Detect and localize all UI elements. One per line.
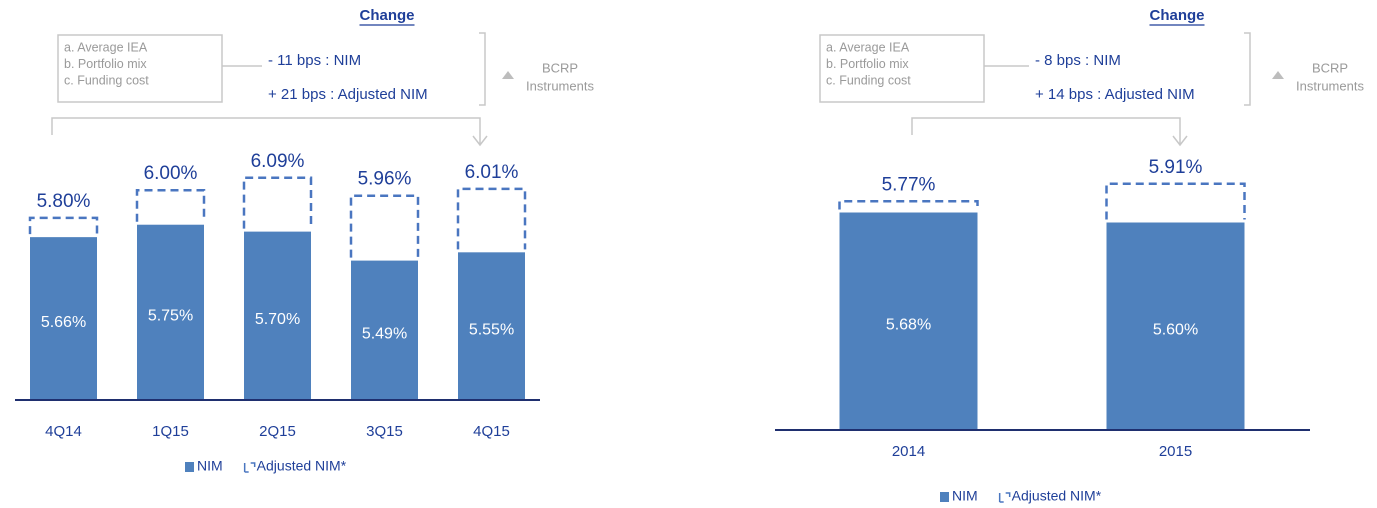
x-tick-label: 2Q15 bbox=[259, 423, 296, 440]
change-heading: Change bbox=[1149, 7, 1204, 24]
value-label: 5.60% bbox=[1153, 321, 1198, 338]
value-label: 5.96% bbox=[358, 169, 412, 190]
triangle bbox=[502, 71, 514, 79]
adjusted-outline bbox=[349, 194, 420, 258]
bar bbox=[839, 212, 978, 430]
adjusted-outline bbox=[456, 187, 527, 250]
lower-bracket bbox=[911, 117, 1188, 147]
driver: b. Portfolio mix bbox=[64, 57, 147, 71]
driver-box bbox=[57, 34, 223, 103]
note: BCRP bbox=[1312, 60, 1348, 75]
value-label: 5.49% bbox=[362, 326, 407, 343]
legend-label: NIM bbox=[197, 458, 223, 474]
value-label: 5.66% bbox=[41, 314, 86, 331]
legend-swatch bbox=[998, 492, 1011, 503]
bar bbox=[1106, 222, 1245, 430]
driver-box bbox=[819, 34, 985, 103]
change-item: + 21 bps : Adjusted NIM bbox=[268, 86, 428, 103]
adjusted-outline bbox=[28, 216, 99, 235]
adjusted-outline bbox=[135, 188, 206, 222]
x-tick-label: 1Q15 bbox=[152, 423, 189, 440]
driver: c. Funding cost bbox=[826, 73, 911, 87]
legend-swatch bbox=[243, 462, 256, 473]
legend-label: Adjusted NIM* bbox=[257, 458, 347, 474]
triangle bbox=[1272, 71, 1284, 79]
lower-bracket bbox=[51, 117, 488, 147]
x-tick-label: 2015 bbox=[1159, 443, 1192, 460]
change-item: + 14 bps : Adjusted NIM bbox=[1035, 86, 1195, 103]
adjusted-outline bbox=[1105, 182, 1246, 220]
adjusted-outline bbox=[838, 200, 979, 210]
value-label: 5.91% bbox=[1149, 157, 1203, 178]
change-item: - 8 bps : NIM bbox=[1035, 52, 1121, 69]
value-label: 6.09% bbox=[251, 151, 305, 172]
x-tick-label: 4Q15 bbox=[473, 423, 510, 440]
bracket bbox=[479, 32, 486, 106]
driver: a. Average IEA bbox=[826, 40, 910, 54]
change-heading: Change bbox=[359, 7, 414, 24]
x-tick-label: 2014 bbox=[892, 443, 925, 460]
value-label: 6.00% bbox=[144, 163, 198, 184]
bar bbox=[244, 231, 311, 400]
bar bbox=[458, 252, 525, 400]
value-label: 6.01% bbox=[465, 162, 519, 183]
change-item: - 11 bps : NIM bbox=[268, 52, 361, 69]
x-tick-label: 3Q15 bbox=[366, 423, 403, 440]
driver: b. Portfolio mix bbox=[826, 57, 909, 71]
value-label: 5.80% bbox=[37, 191, 91, 212]
driver: c. Funding cost bbox=[64, 73, 149, 87]
legend-swatch bbox=[940, 492, 949, 502]
bracket bbox=[1244, 32, 1251, 106]
legend-swatch bbox=[185, 462, 194, 472]
value-label: 5.75% bbox=[148, 308, 193, 325]
value-label: 5.55% bbox=[469, 321, 514, 338]
value-label: 5.70% bbox=[255, 311, 300, 328]
value-label: 5.68% bbox=[886, 316, 931, 333]
value-label: 5.77% bbox=[882, 174, 936, 195]
note: Instruments bbox=[526, 78, 594, 93]
x-tick-label: 4Q14 bbox=[45, 423, 82, 440]
note: BCRP bbox=[542, 60, 578, 75]
bar bbox=[137, 224, 204, 400]
note: Instruments bbox=[1296, 78, 1364, 93]
legend-label: NIM bbox=[952, 488, 978, 504]
legend-label: Adjusted NIM* bbox=[1012, 488, 1102, 504]
bar bbox=[351, 260, 418, 400]
bar bbox=[30, 237, 97, 400]
adjusted-outline bbox=[242, 176, 313, 229]
driver: a. Average IEA bbox=[64, 40, 148, 54]
